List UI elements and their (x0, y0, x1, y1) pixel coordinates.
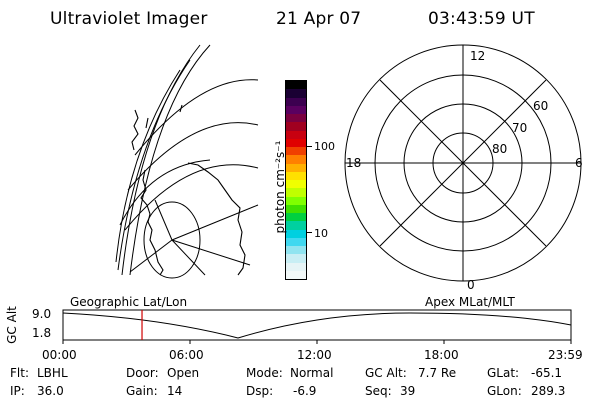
gain-label: Gain: (126, 384, 158, 398)
color-swatch (286, 204, 306, 213)
timeline-frame (62, 309, 572, 341)
coastline-segment (145, 117, 149, 129)
color-swatch (286, 138, 306, 147)
mlt-label-6: 6 (575, 156, 583, 170)
lon-line (154, 199, 173, 241)
color-swatch (286, 270, 306, 279)
coastline-segment (131, 109, 139, 151)
color-swatch (286, 163, 306, 172)
lon-line (129, 239, 173, 273)
y-max-label: 9.0 (32, 307, 52, 321)
color-swatch (286, 114, 306, 123)
lon-line (117, 59, 191, 271)
polar-grid (344, 44, 582, 282)
colorbar-unit-label: photon cm⁻²s⁻¹ (273, 140, 287, 234)
color-swatch (286, 196, 306, 205)
polar-mlt-plot: 12 18 6 0 60 70 80 (344, 44, 583, 290)
gc-alt-value: 7.7 Re (418, 366, 457, 380)
color-swatch (286, 81, 306, 90)
color-swatch (286, 89, 306, 98)
glat-label: GLat: (487, 366, 520, 380)
timeline-tick-2: 12:00 (297, 348, 332, 362)
glon-label: GLon: (487, 384, 522, 398)
filter-value: LBHL (37, 366, 68, 380)
timeline-tick-0: 00:00 (42, 348, 77, 362)
color-swatch (286, 188, 306, 197)
color-swatch (286, 105, 306, 114)
instrument-title: Ultraviolet Imager (50, 9, 208, 29)
mlt-label-0: 0 (467, 278, 475, 290)
geographic-caption: Geographic Lat/Lon (70, 295, 188, 309)
mode-value: Normal (290, 366, 334, 380)
color-swatch (286, 122, 306, 131)
apex-caption: Apex MLat/MLT (425, 295, 515, 309)
timeline-tick-4: 23:59 (548, 348, 583, 362)
door-label: Door: (126, 366, 159, 380)
color-swatch (286, 130, 306, 139)
timeline-ticks (62, 340, 572, 344)
color-swatch (286, 97, 306, 106)
color-swatch (286, 246, 306, 255)
coastline-segment (140, 169, 164, 276)
lon-line (171, 204, 259, 241)
time-label: 03:43:59 UT (428, 9, 535, 29)
colorbar-tick-100: 100 (314, 140, 335, 153)
altitude-curve (62, 312, 572, 339)
color-swatch (286, 254, 306, 263)
lat-circle (143, 201, 201, 279)
color-swatch (286, 180, 306, 189)
mlat-label-60: 60 (533, 99, 548, 113)
tick-mark (306, 146, 312, 147)
coastline-segment (187, 162, 246, 276)
filter-label: Flt: (10, 366, 29, 380)
lon-line (121, 44, 201, 276)
ip-value: 36.0 (37, 384, 64, 398)
ip-label: IP: (10, 384, 25, 398)
glon-value: 289.3 (531, 384, 566, 398)
color-swatch (286, 213, 306, 222)
lon-line (171, 239, 206, 276)
colorbar-tick-10: 10 (314, 227, 328, 240)
mlt-label-12: 12 (470, 49, 485, 63)
coastline-segment (179, 104, 183, 113)
lat-arc (124, 164, 259, 231)
tick-mark (306, 232, 312, 233)
color-swatch (286, 221, 306, 230)
color-swatch (286, 155, 306, 164)
seq-label: Seq: (365, 384, 392, 398)
date-label: 21 Apr 07 (276, 9, 362, 29)
color-swatch (286, 262, 306, 271)
mlat-label-70: 70 (512, 121, 527, 135)
mlt-label-18: 18 (346, 156, 361, 170)
lat-arc (127, 122, 259, 191)
mode-label: Mode: (246, 366, 283, 380)
dsp-value: -6.9 (293, 384, 317, 398)
geographic-map-panel (115, 44, 259, 279)
color-swatch (286, 147, 306, 156)
seq-value: 39 (400, 384, 416, 398)
color-scale-bar (285, 80, 307, 280)
lon-line (171, 239, 251, 266)
glat-value: -65.1 (531, 366, 563, 380)
color-swatch (286, 237, 306, 246)
coastline (131, 104, 246, 276)
door-value: Open (167, 366, 200, 380)
lat-arc (134, 79, 259, 156)
y-min-label: 1.8 (32, 326, 52, 340)
color-swatch (286, 229, 306, 238)
gc-alt-label: GC Alt: (365, 366, 407, 380)
timeline-tick-1: 06:00 (169, 348, 204, 362)
gain-value: 14 (167, 384, 183, 398)
lon-line (115, 69, 181, 263)
lat-arc (119, 159, 211, 226)
color-swatch (286, 171, 306, 180)
mlt-diagonal (379, 79, 547, 247)
dsp-label: Dsp: (246, 384, 274, 398)
lon-line (129, 44, 211, 276)
altitude-timeline[interactable] (60, 308, 575, 348)
timeline-tick-3: 18:00 (424, 348, 459, 362)
map-grid (115, 44, 259, 279)
mlat-label-80: 80 (492, 142, 507, 156)
gc-alt-axis-label: GC Alt (5, 306, 19, 344)
